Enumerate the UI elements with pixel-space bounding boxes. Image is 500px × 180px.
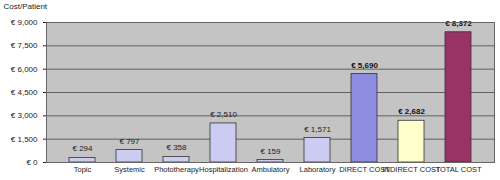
svg-text:€ 9,000: € 9,000: [11, 18, 38, 27]
svg-text:Topic: Topic: [74, 165, 92, 174]
svg-text:€ 159: € 159: [260, 147, 281, 156]
svg-text:€ 5,690: € 5,690: [351, 61, 378, 70]
svg-text:Hospitalization: Hospitalization: [199, 165, 248, 174]
svg-text:€ 4,500: € 4,500: [11, 88, 38, 97]
svg-text:€ 0: € 0: [26, 158, 38, 167]
svg-text:Laboratory: Laboratory: [300, 165, 336, 174]
svg-text:Cost/Patient: Cost/Patient: [4, 2, 48, 11]
svg-text:€ 1,571: € 1,571: [304, 125, 331, 134]
svg-text:TOTAL COST: TOTAL COST: [435, 165, 482, 174]
svg-text:€ 6,000: € 6,000: [11, 65, 38, 74]
svg-text:Systemic: Systemic: [114, 165, 145, 174]
svg-text:€ 2,510: € 2,510: [210, 110, 237, 119]
svg-text:INDIRECT COST: INDIRECT COST: [382, 165, 441, 174]
svg-text:DIRECT COST: DIRECT COST: [339, 164, 390, 174]
svg-text:€ 2,682: € 2,682: [398, 107, 425, 116]
svg-text:€ 797: € 797: [119, 137, 140, 146]
svg-text:€ 8,372: € 8,372: [445, 19, 472, 28]
svg-text:Phototherapy: Phototherapy: [154, 165, 199, 174]
svg-text:€ 7,500: € 7,500: [11, 41, 38, 50]
svg-text:€ 358: € 358: [166, 143, 187, 152]
svg-text:Ambulatory: Ambulatory: [252, 165, 290, 174]
svg-text:€ 1,500: € 1,500: [11, 135, 38, 144]
svg-text:€ 294: € 294: [72, 144, 93, 153]
svg-text:€ 3,000: € 3,000: [11, 111, 38, 120]
